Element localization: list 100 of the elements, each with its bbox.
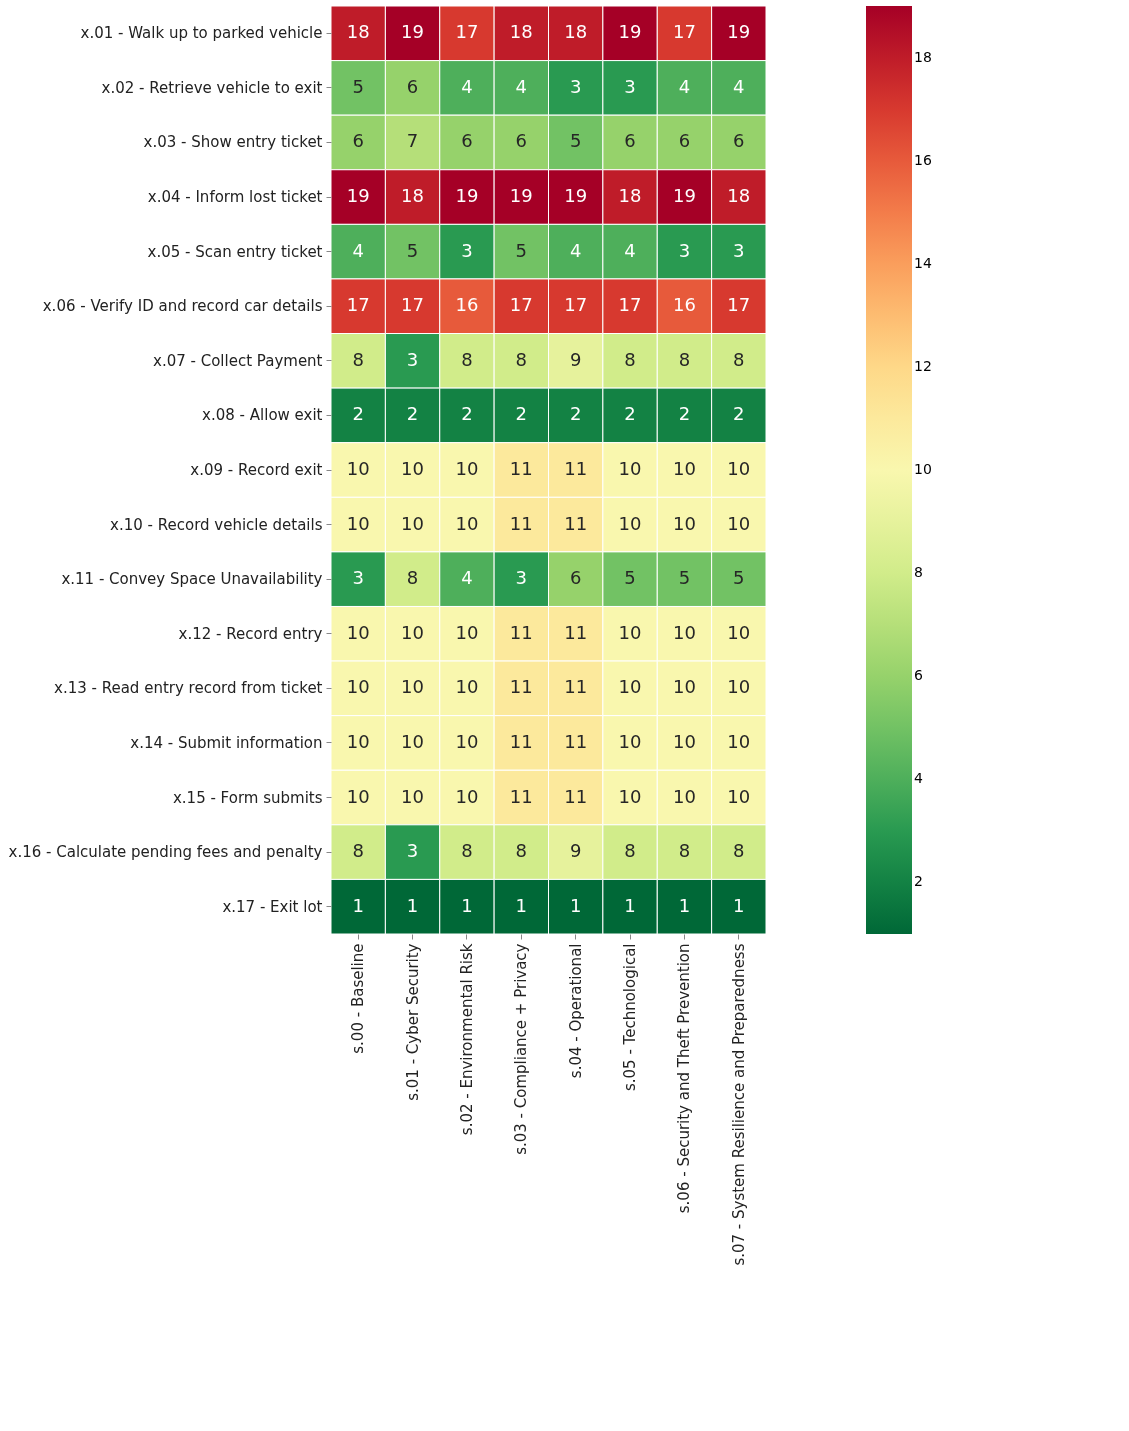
data-label: 10 — [401, 458, 425, 479]
data-label: 18 — [727, 185, 751, 207]
x-tick-label: s.01 - Cyber Security — [403, 943, 422, 1101]
data-label: 18 — [509, 21, 533, 43]
data-label: 10 — [727, 512, 751, 534]
data-label: 2 — [461, 403, 473, 425]
data-label: 19 — [727, 21, 751, 43]
data-label: 3 — [352, 567, 364, 589]
data-label: 5 — [624, 567, 636, 589]
x-tick-label: s.04 - Operational — [566, 943, 585, 1079]
data-label: 10 — [455, 512, 479, 534]
data-label: 10 — [727, 621, 751, 643]
color-bar-label: 14 — [914, 254, 932, 271]
y-tick-label: x.14 - Submit information — [130, 733, 323, 752]
data-label: 3 — [406, 348, 419, 370]
data-label: 11 — [509, 730, 533, 752]
data-label: 17 — [346, 294, 370, 316]
data-label: 8 — [624, 348, 636, 370]
y-tick-label: x.08 - Allow exit — [202, 406, 323, 425]
data-label: 19 — [564, 185, 588, 207]
data-label: 11 — [564, 458, 588, 479]
x-tick-label: s.02 - Environmental Risk — [457, 943, 476, 1136]
data-label: 10 — [672, 621, 696, 643]
x-tick-label: s.00 - Baseline — [349, 943, 368, 1054]
data-label: 17 — [455, 21, 479, 43]
data-label: 17 — [727, 294, 751, 316]
data-label: 10 — [672, 512, 696, 534]
data-label: 18 — [346, 21, 370, 43]
data-label: 17 — [509, 294, 533, 316]
data-label: 10 — [727, 730, 751, 752]
data-label: 5 — [733, 567, 745, 589]
data-label: 18 — [401, 185, 425, 207]
data-label: 19 — [346, 185, 370, 207]
data-label: 6 — [461, 130, 473, 152]
data-label: 3 — [624, 75, 636, 97]
data-label: 4 — [515, 75, 528, 97]
data-label: 3 — [406, 840, 419, 862]
data-label: 4 — [352, 239, 364, 261]
y-tick-label: x.16 - Calculate pending fees and penalty — [8, 843, 323, 862]
color-bar-label: 12 — [914, 357, 932, 374]
y-tick-label: x.03 - Show entry ticket — [143, 133, 323, 152]
data-label: 5 — [515, 239, 528, 261]
data-label: 1 — [733, 894, 745, 916]
data-label: 1 — [624, 894, 636, 916]
data-label: 10 — [346, 458, 370, 479]
data-label: 10 — [455, 785, 479, 807]
data-label: 8 — [352, 348, 364, 370]
data-label: 1 — [461, 894, 473, 916]
data-label: 3 — [461, 239, 473, 261]
color-bar-label: 2 — [914, 873, 923, 890]
data-label: 3 — [569, 75, 582, 97]
color-bar-label: 6 — [914, 667, 923, 684]
data-label: 4 — [733, 75, 745, 97]
data-label: 6 — [569, 567, 582, 589]
data-label: 1 — [352, 894, 364, 916]
data-label: 11 — [509, 458, 533, 479]
data-label: 3 — [678, 239, 691, 261]
data-label: 11 — [564, 512, 588, 534]
data-label: 18 — [618, 185, 642, 207]
x-tick-label: s.03 - Compliance + Privacy — [512, 943, 531, 1155]
data-label: 11 — [509, 512, 533, 534]
data-label: 10 — [401, 512, 425, 534]
data-label: 10 — [672, 458, 696, 479]
data-label: 19 — [509, 185, 533, 207]
data-label: 10 — [346, 512, 370, 534]
data-label: 11 — [509, 676, 533, 698]
data-label: 8 — [352, 840, 364, 862]
data-label: 8 — [515, 348, 528, 370]
data-label: 19 — [455, 185, 479, 207]
y-tick-label: x.02 - Retrieve vehicle to exit — [101, 78, 323, 97]
y-tick-label: x.07 - Collect Payment — [153, 351, 323, 370]
data-label: 9 — [569, 840, 582, 862]
data-label: 10 — [672, 676, 696, 698]
data-label: 1 — [406, 894, 419, 916]
data-label: 17 — [618, 294, 642, 316]
data-label: 8 — [406, 567, 419, 589]
data-label: 4 — [624, 239, 636, 261]
data-label: 10 — [618, 730, 642, 752]
data-label: 2 — [515, 403, 528, 425]
y-tick-label: x.12 - Record entry — [178, 624, 323, 643]
data-label: 9 — [569, 348, 582, 370]
data-label: 16 — [672, 294, 696, 316]
data-label: 8 — [461, 348, 473, 370]
data-label: 10 — [455, 730, 479, 752]
data-label: 10 — [346, 676, 370, 698]
data-label: 6 — [624, 130, 636, 152]
y-tick-label: x.10 - Record vehicle details — [110, 515, 323, 534]
data-label: 2 — [678, 403, 691, 425]
data-label: 1 — [515, 894, 528, 916]
data-label: 10 — [346, 730, 370, 752]
data-label: 6 — [352, 130, 364, 152]
data-label: 4 — [461, 567, 473, 589]
data-label: 17 — [564, 294, 588, 316]
y-tick-label: x.01 - Walk up to parked vehicle — [80, 24, 323, 43]
y-tick-label: x.04 - Inform lost ticket — [147, 188, 323, 207]
data-label: 11 — [509, 785, 533, 807]
color-bar-label: 16 — [914, 151, 932, 168]
color-bar-label: 10 — [914, 461, 932, 477]
data-label: 8 — [624, 840, 636, 862]
data-label: 17 — [401, 294, 425, 316]
